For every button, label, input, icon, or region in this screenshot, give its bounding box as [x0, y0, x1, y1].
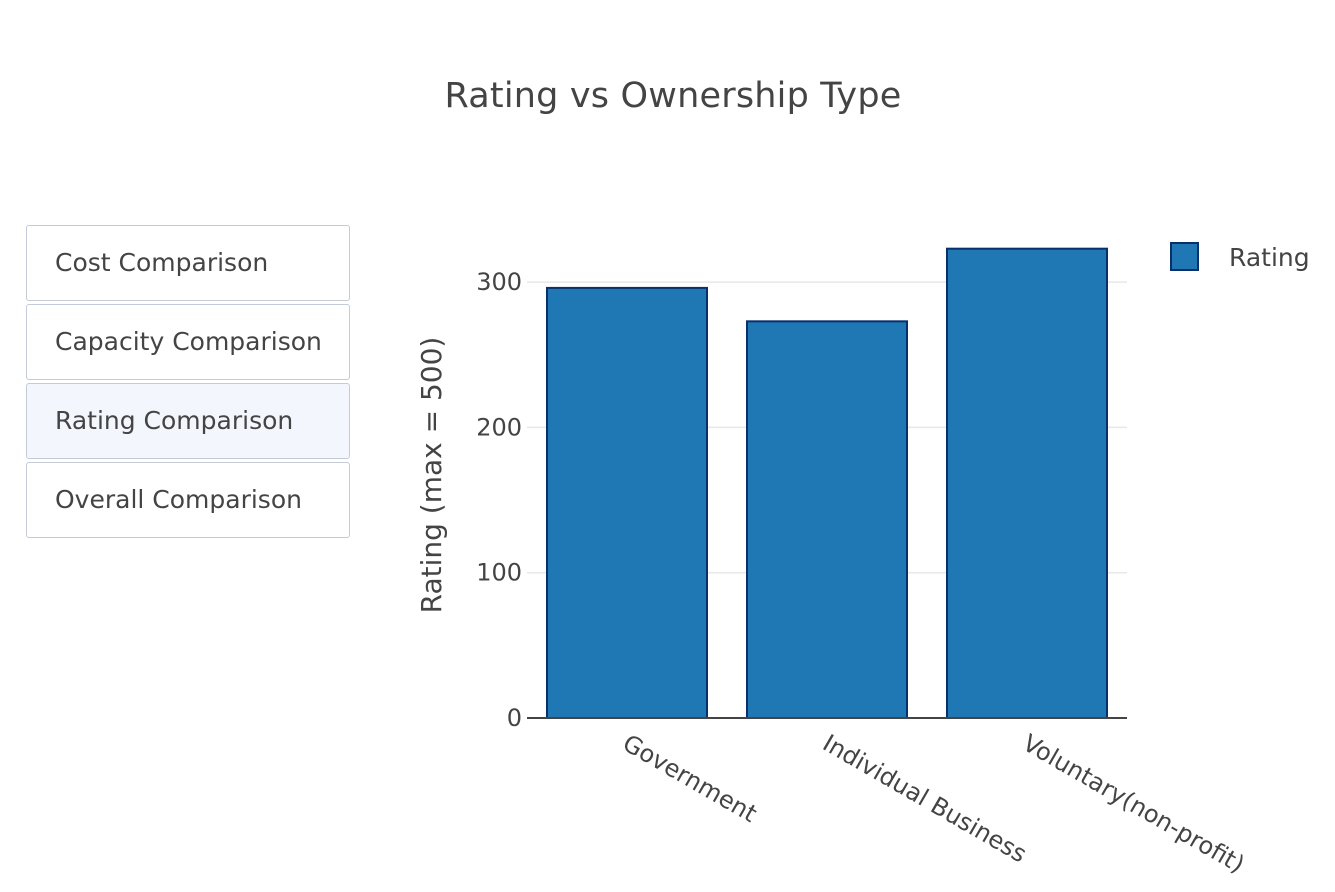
chart-title: Rating vs Ownership Type [444, 76, 902, 116]
y-tick-label: 300 [476, 268, 522, 296]
legend[interactable]: Rating [1170, 242, 1310, 272]
bar-government[interactable] [546, 286, 708, 719]
y-axis-title: Rating (max = 500) [415, 337, 448, 614]
chart-view-buttons: Cost Comparison Capacity Comparison Rati… [26, 225, 350, 541]
cost-comparison-button[interactable]: Cost Comparison [26, 225, 350, 301]
x-tick-label: Voluntary(non-profit) [1018, 729, 1249, 879]
y-tick-label: 100 [476, 559, 522, 587]
rating-comparison-button[interactable]: Rating Comparison [26, 383, 350, 459]
y-tick-label: 0 [507, 704, 522, 732]
capacity-comparison-button[interactable]: Capacity Comparison [26, 304, 350, 380]
bar-voluntary-non-profit[interactable] [946, 247, 1108, 719]
x-axis-ticks: Government Individual BusinessVoluntary(n… [618, 729, 1249, 879]
x-tick-label: Individual Business [818, 729, 1031, 868]
legend-label-rating[interactable]: Rating [1229, 243, 1310, 272]
bar-individual-business[interactable] [746, 320, 908, 719]
y-axis-ticks: 0 100 200 300 [476, 268, 522, 732]
legend-swatch-rating[interactable] [1170, 242, 1199, 271]
y-tick-label: 200 [476, 413, 522, 441]
bars [546, 247, 1108, 719]
x-tick-label: Government [618, 729, 762, 828]
overall-comparison-button[interactable]: Overall Comparison [26, 462, 350, 538]
